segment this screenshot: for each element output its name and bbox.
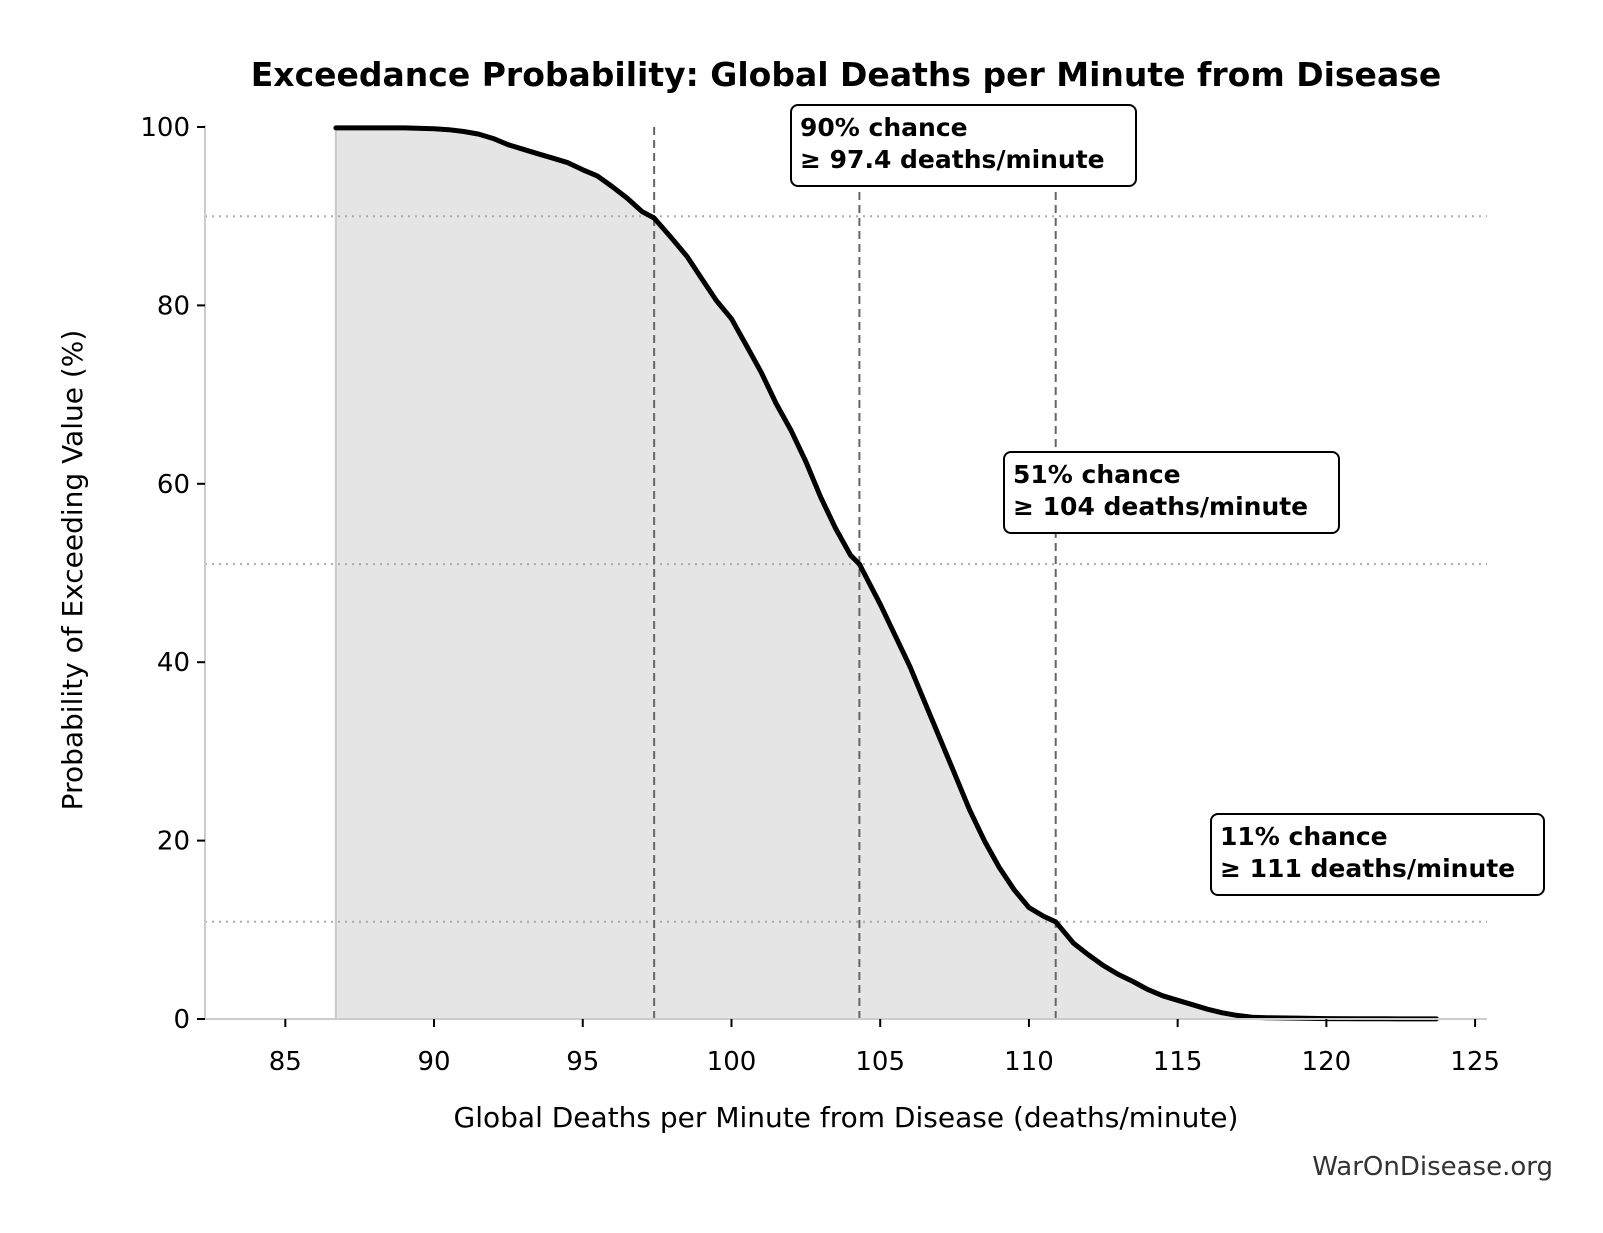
x-tick-label: 105 (855, 1047, 905, 1077)
x-tick-label: 110 (1004, 1047, 1054, 1077)
x-tick-label: 95 (566, 1047, 599, 1077)
annotation-2-line1: 51% chance (1013, 460, 1181, 489)
x-tick-label: 90 (417, 1047, 450, 1077)
annotation-box-3 (1210, 813, 1545, 896)
x-tick-label: 100 (707, 1047, 757, 1077)
plot-area: 85 90 95 100 105 110 115 120 125 0 20 40 60 80 100 90% … (140, 104, 1545, 1077)
annotation-2-line2: ≥ 104 deaths/minute (1013, 492, 1308, 521)
y-tick-label: 0 (173, 1005, 190, 1035)
y-tick-label: 100 (140, 113, 190, 143)
exceedance-area (335, 127, 1437, 1019)
annotation-box-1 (790, 104, 1137, 187)
x-axis-label: Global Deaths per Minute from Disease (d… (454, 1101, 1239, 1134)
x-tick-label: 115 (1153, 1047, 1203, 1077)
annotation-1-line1: 90% chance (800, 113, 968, 142)
annotation-1-line2: ≥ 97.4 deaths/minute (800, 145, 1105, 174)
x-tick-label: 120 (1302, 1047, 1352, 1077)
y-tick-label: 80 (157, 291, 190, 321)
exceedance-curve (333, 125, 1439, 1022)
annotation-3-line1: 11% chance (1220, 822, 1388, 851)
x-tick-label: 85 (269, 1047, 302, 1077)
y-tick-label: 60 (157, 470, 190, 500)
watermark: WarOnDisease.org (1312, 1152, 1553, 1182)
x-tick-label: 125 (1450, 1047, 1500, 1077)
y-tick-label: 40 (157, 648, 190, 678)
y-axis-label: Probability of Exceeding Value (%) (56, 330, 89, 811)
chart-title: Exceedance Probability: Global Deaths pe… (251, 55, 1441, 94)
annotation-3-line2: ≥ 111 deaths/minute (1220, 854, 1515, 883)
annotation-box-2 (1003, 451, 1340, 534)
y-tick-label: 20 (157, 827, 190, 857)
